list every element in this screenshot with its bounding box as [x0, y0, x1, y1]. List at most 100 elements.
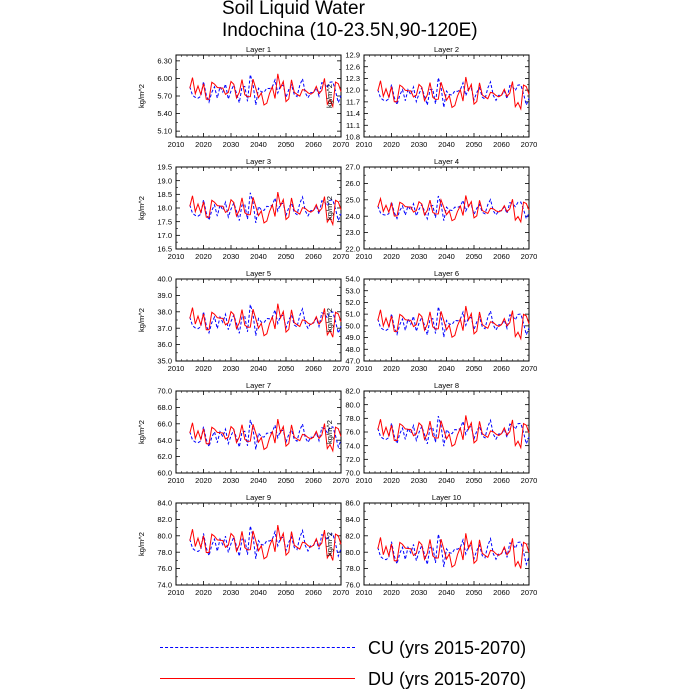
- panel-frame: [363, 502, 530, 586]
- x-tick-label: 2070: [333, 140, 350, 149]
- series-line-du: [377, 195, 530, 224]
- y-tick-label: 53.0: [345, 286, 360, 295]
- y-tick-label: 64.0: [157, 436, 172, 445]
- y-tick-label: 49.0: [345, 333, 360, 342]
- x-tick-label: 2010: [168, 476, 185, 485]
- y-tick-label: 76.0: [345, 428, 360, 437]
- chart-title: Soil Liquid Water: [222, 0, 365, 19]
- y-axis-label: kg/m^2: [325, 308, 334, 332]
- series-line-cu: [189, 525, 342, 559]
- x-tick-label: 2070: [521, 588, 538, 597]
- panel-title: Layer 10: [432, 493, 461, 502]
- x-tick-label: 2050: [278, 588, 295, 597]
- y-tick-label: 26.0: [345, 179, 360, 188]
- x-tick-label: 2030: [223, 252, 240, 261]
- y-tick-label: 82.0: [157, 515, 172, 524]
- x-tick-label: 2060: [305, 364, 322, 373]
- panel-1: Layer 1 kg/m^2 6.30 6.00 5.70 5.40 5.10 2010 202…: [137, 45, 349, 149]
- y-tick-label: 23.0: [345, 228, 360, 237]
- x-tick-label: 2050: [466, 476, 483, 485]
- y-axis-label: kg/m^2: [137, 420, 146, 444]
- series-line-du: [189, 525, 342, 561]
- y-tick-label: 62.0: [157, 452, 172, 461]
- x-tick-label: 2010: [168, 252, 185, 261]
- x-tick-label: 2020: [383, 476, 400, 485]
- y-tick-label: 84.0: [345, 515, 360, 524]
- panel-7: Layer 7 kg/m^2 70.0 68.0 66.0 64.0 62.0 60.0201…: [137, 381, 349, 485]
- series-line-du: [377, 533, 530, 569]
- y-tick-label: 11.1: [346, 121, 360, 130]
- y-tick-label: 80.0: [345, 548, 360, 557]
- x-tick-label: 2060: [305, 252, 322, 261]
- y-tick-label: 18.5: [157, 190, 172, 199]
- y-tick-label: 12.9: [345, 51, 360, 60]
- y-axis-label: kg/m^2: [325, 84, 334, 108]
- y-tick-label: 50.0: [345, 321, 360, 330]
- y-tick-label: 22.0: [345, 245, 360, 254]
- x-tick-label: 2020: [195, 588, 212, 597]
- x-tick-label: 2030: [411, 476, 428, 485]
- x-tick-label: 2050: [278, 140, 295, 149]
- y-tick-label: 10.8: [345, 133, 360, 142]
- x-tick-label: 2020: [195, 140, 212, 149]
- y-axis-label: kg/m^2: [137, 532, 146, 556]
- series-line-cu: [189, 419, 342, 450]
- y-tick-label: 6.00: [157, 74, 172, 83]
- x-tick-label: 2030: [223, 140, 240, 149]
- y-tick-label: 25.0: [345, 195, 360, 204]
- y-tick-label: 70.0: [157, 387, 172, 396]
- y-tick-label: 5.10: [157, 127, 172, 136]
- x-tick-label: 2030: [411, 140, 428, 149]
- y-tick-label: 16.5: [157, 245, 172, 254]
- y-tick-label: 66.0: [157, 419, 172, 428]
- panel-2: Layer 2 kg/m^2 12.9 12.6 12.3 12.0 11.7 11.4 11.…: [325, 45, 537, 149]
- y-axis-label: kg/m^2: [325, 196, 334, 220]
- x-tick-label: 2070: [333, 364, 350, 373]
- x-tick-label: 2070: [521, 364, 538, 373]
- y-tick-label: 12.6: [345, 62, 360, 71]
- x-tick-label: 2010: [356, 252, 373, 261]
- x-tick-label: 2060: [493, 476, 510, 485]
- y-tick-label: 37.0: [157, 324, 172, 333]
- chart-panels: Layer 1 kg/m^2 6.30 6.00 5.70 5.40 5.10 2010 202…: [137, 45, 538, 597]
- x-tick-label: 2070: [333, 476, 350, 485]
- y-tick-label: 72.0: [345, 455, 360, 464]
- y-tick-label: 18.0: [157, 204, 172, 213]
- series-line-du: [189, 192, 342, 227]
- series-line-du: [189, 303, 342, 338]
- legend-line-du: [160, 678, 355, 679]
- series-line-cu: [189, 304, 342, 336]
- series-line-du: [377, 415, 530, 450]
- panel-9: Layer 9 kg/m^2 84.0 82.0 80.0 78.0 76.0 74.0201…: [137, 493, 349, 597]
- y-tick-label: 24.0: [345, 212, 360, 221]
- y-tick-label: 80.0: [345, 400, 360, 409]
- panel-5: Layer 5 kg/m^2 40.0 39.0 38.0 37.0 36.0 35.0201…: [137, 269, 349, 373]
- x-tick-label: 2040: [250, 588, 267, 597]
- series-line-cu: [189, 192, 342, 223]
- y-tick-label: 40.0: [157, 275, 172, 284]
- y-tick-label: 27.0: [345, 163, 360, 172]
- x-tick-label: 2070: [521, 476, 538, 485]
- x-tick-label: 2040: [438, 588, 455, 597]
- x-tick-label: 2030: [223, 588, 240, 597]
- x-tick-label: 2040: [438, 252, 455, 261]
- y-tick-label: 52.0: [345, 298, 360, 307]
- panel-10: Layer 10kg/m^286.084.082.080.078.076.020…: [325, 493, 537, 597]
- legend-entry-cu: CU (yrs 2015-2070): [160, 636, 540, 662]
- panel-title: Layer 7: [246, 381, 271, 390]
- x-tick-label: 2070: [333, 588, 350, 597]
- x-tick-label: 2020: [195, 476, 212, 485]
- x-tick-label: 2050: [466, 252, 483, 261]
- x-tick-label: 2060: [305, 588, 322, 597]
- chart-subtitle: Indochina (10-23.5N,90-120E): [222, 20, 478, 41]
- series-line-cu: [377, 195, 530, 221]
- x-tick-label: 2020: [383, 588, 400, 597]
- x-tick-label: 2010: [356, 588, 373, 597]
- y-tick-label: 76.0: [345, 581, 360, 590]
- x-tick-label: 2010: [168, 140, 185, 149]
- legend-label-du: DU (yrs 2015-2070): [368, 669, 527, 689]
- y-tick-label: 17.0: [157, 231, 172, 240]
- legend-entry-du: DU (yrs 2015-2070): [160, 667, 540, 693]
- x-tick-label: 2040: [250, 476, 267, 485]
- x-tick-label: 2050: [466, 588, 483, 597]
